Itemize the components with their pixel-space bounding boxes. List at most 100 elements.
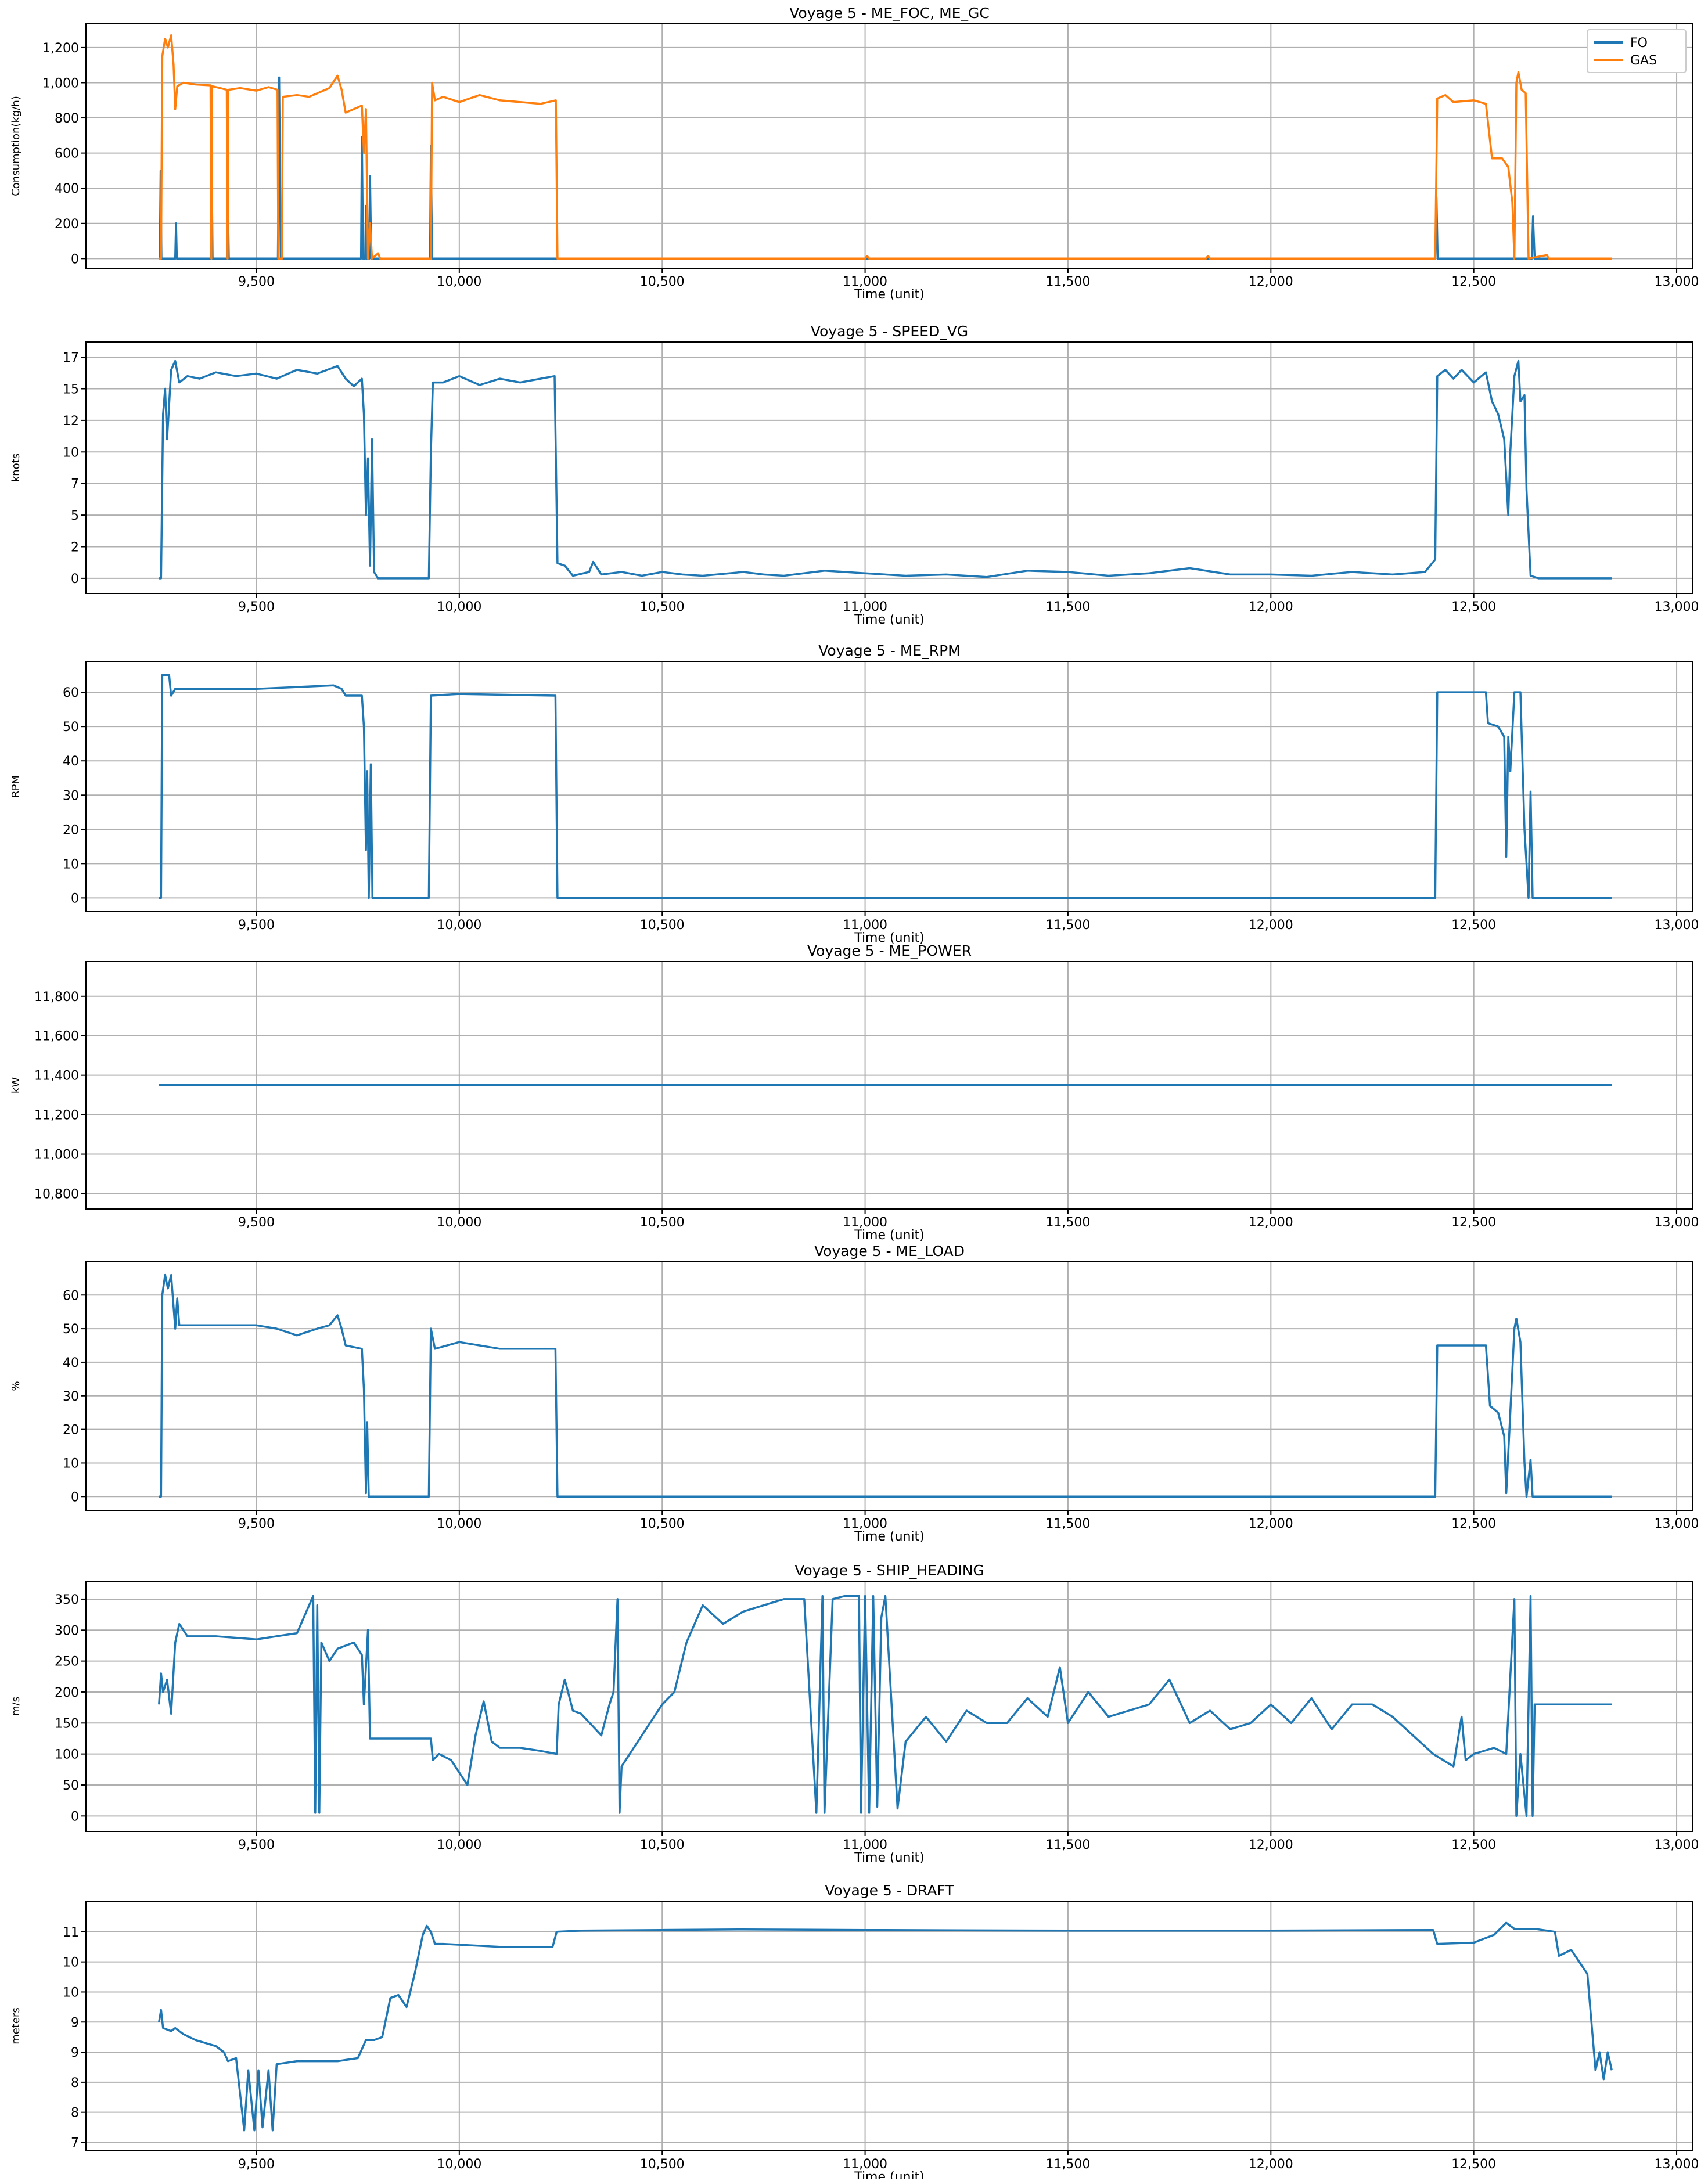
y-tick-label: 400: [55, 182, 79, 196]
y-tick-label: 7: [71, 477, 79, 492]
x-tick-label: 11,000: [843, 918, 887, 933]
x-tick-label: 10,000: [437, 1215, 481, 1230]
x-tick-label: 12,000: [1249, 600, 1293, 614]
x-tick-label: 12,500: [1451, 2157, 1496, 2172]
x-tick-label: 13,000: [1655, 1215, 1699, 1230]
x-tick-label: 10,000: [437, 1838, 481, 1852]
x-tick-label: 10,000: [437, 2157, 481, 2172]
y-tick-label: 30: [63, 789, 79, 803]
chart-title: Voyage 5 - ME_POWER: [807, 942, 972, 959]
y-tick-label: 50: [63, 1322, 79, 1337]
x-tick-label: 11,000: [843, 600, 887, 614]
x-tick-label: 9,500: [238, 1838, 275, 1852]
subplot: 9,500 10,000 10,500 11,000 11,500 12,000 12,50…: [10, 1882, 1699, 2181]
y-tick-label: 100: [55, 1748, 79, 1762]
plot-frame: [85, 1261, 1693, 1511]
x-tick-label: 12,500: [1451, 918, 1496, 933]
chart-title: Voyage 5 - SHIP_HEADING: [794, 1562, 984, 1579]
x-tick-label: 11,000: [843, 2157, 887, 2172]
x-axis-label: Time (unit): [854, 1529, 925, 1544]
data-line: [159, 34, 1612, 260]
y-tick-label: 8: [71, 2076, 79, 2090]
data-line: [159, 674, 1612, 899]
y-tick-label: 1,000: [42, 76, 79, 91]
plot-area: [86, 661, 1693, 912]
y-tick-label: 40: [63, 1356, 79, 1370]
plot-frame: [85, 1581, 1693, 1832]
subplot: 9,500 10,000 10,500 11,000 11,500 12,000 12,50…: [10, 5, 1699, 302]
x-tick-label: 11,500: [1045, 275, 1090, 289]
plot-frame: [85, 1901, 1693, 2151]
x-tick-label: 12,000: [1249, 2157, 1293, 2172]
y-tick-label: 9: [71, 2046, 79, 2060]
x-tick-label: 12,000: [1249, 918, 1293, 933]
y-tick-label: 11: [63, 1926, 79, 1940]
y-tick-label: 150: [55, 1716, 79, 1731]
data-line: [159, 359, 1612, 580]
x-tick-label: 11,000: [843, 1838, 887, 1852]
y-tick-label: 9: [71, 2016, 79, 2030]
y-axis-label: m/s: [10, 1697, 22, 1716]
subplot: 9,500 10,000 10,500 11,000 11,500 12,000 12,50…: [10, 1562, 1699, 1865]
legend-box: [1587, 29, 1687, 73]
x-axis-label: Time (unit): [854, 931, 925, 945]
plot-frame: [85, 661, 1693, 912]
y-tick-label: 1,200: [42, 41, 79, 56]
x-tick-label: 12,500: [1451, 1517, 1496, 1531]
legend-label: FO: [1630, 36, 1648, 51]
plot-frame: [85, 341, 1693, 594]
legend-label: GAS: [1630, 53, 1657, 68]
x-tick-label: 10,500: [640, 275, 685, 289]
y-tick-label: 12: [63, 414, 79, 429]
y-tick-label: 300: [55, 1624, 79, 1638]
y-axis-label: RPM: [10, 775, 22, 798]
y-tick-label: 2: [71, 540, 79, 555]
y-tick-label: 10: [63, 1456, 79, 1471]
y-tick-label: 30: [63, 1390, 79, 1404]
y-axis-label: %: [10, 1381, 22, 1391]
x-tick-label: 10,000: [437, 275, 481, 289]
x-tick-label: 12,000: [1249, 1215, 1293, 1230]
x-tick-label: 13,000: [1655, 2157, 1699, 2172]
subplot: 9,500 10,000 10,500 11,000 11,500 12,000 12,50…: [10, 1243, 1699, 1544]
x-tick-label: 11,000: [843, 1215, 887, 1230]
plot-frame: [85, 23, 1693, 269]
y-axis-label: knots: [10, 454, 22, 482]
x-tick-label: 13,000: [1655, 275, 1699, 289]
x-tick-label: 13,000: [1655, 918, 1699, 933]
x-tick-label: 12,000: [1249, 275, 1293, 289]
x-tick-label: 12,500: [1451, 1838, 1496, 1852]
x-axis-label: Time (unit): [854, 613, 925, 627]
x-tick-label: 10,500: [640, 2157, 685, 2172]
y-tick-label: 250: [55, 1655, 79, 1669]
y-tick-label: 11,000: [34, 1148, 79, 1163]
x-tick-label: 11,500: [1045, 1517, 1090, 1531]
y-tick-label: 8: [71, 2106, 79, 2121]
y-tick-label: 0: [71, 252, 79, 267]
y-tick-label: 600: [55, 147, 79, 161]
x-tick-label: 13,000: [1655, 1838, 1699, 1852]
x-tick-label: 11,500: [1045, 918, 1090, 933]
chart-title: Voyage 5 - ME_RPM: [818, 642, 960, 659]
data-line: [158, 1595, 1612, 1818]
y-tick-label: 350: [55, 1593, 79, 1607]
data-line: [158, 1921, 1613, 2132]
x-tick-label: 10,500: [640, 918, 685, 933]
x-tick-label: 12,000: [1249, 1517, 1293, 1531]
x-tick-label: 9,500: [238, 600, 275, 614]
y-tick-label: 50: [63, 720, 79, 735]
chart-title: Voyage 5 - DRAFT: [825, 1882, 954, 1899]
y-tick-label: 60: [63, 686, 79, 700]
x-tick-label: 11,000: [843, 275, 887, 289]
x-axis-label: Time (unit): [854, 1228, 925, 1243]
x-tick-label: 9,500: [238, 918, 275, 933]
x-tick-label: 10,000: [437, 600, 481, 614]
x-tick-label: 11,500: [1045, 2157, 1090, 2172]
chart-title: Voyage 5 - ME_FOC, ME_GC: [789, 5, 990, 21]
x-tick-label: 12,500: [1451, 275, 1496, 289]
y-tick-label: 0: [71, 572, 79, 586]
subplot: 9,500 10,000 10,500 11,000 11,500 12,000 12,50…: [10, 323, 1699, 627]
subplot: 9,500 10,000 10,500 11,000 11,500 12,000 12,50…: [10, 642, 1699, 945]
y-tick-label: 20: [63, 823, 79, 837]
